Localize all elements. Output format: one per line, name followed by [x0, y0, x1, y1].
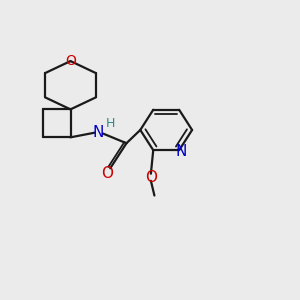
Text: O: O [65, 54, 76, 68]
Text: N: N [176, 144, 187, 159]
Text: H: H [106, 117, 116, 130]
Text: N: N [93, 124, 104, 140]
Text: O: O [101, 166, 113, 181]
Text: O: O [145, 170, 157, 185]
